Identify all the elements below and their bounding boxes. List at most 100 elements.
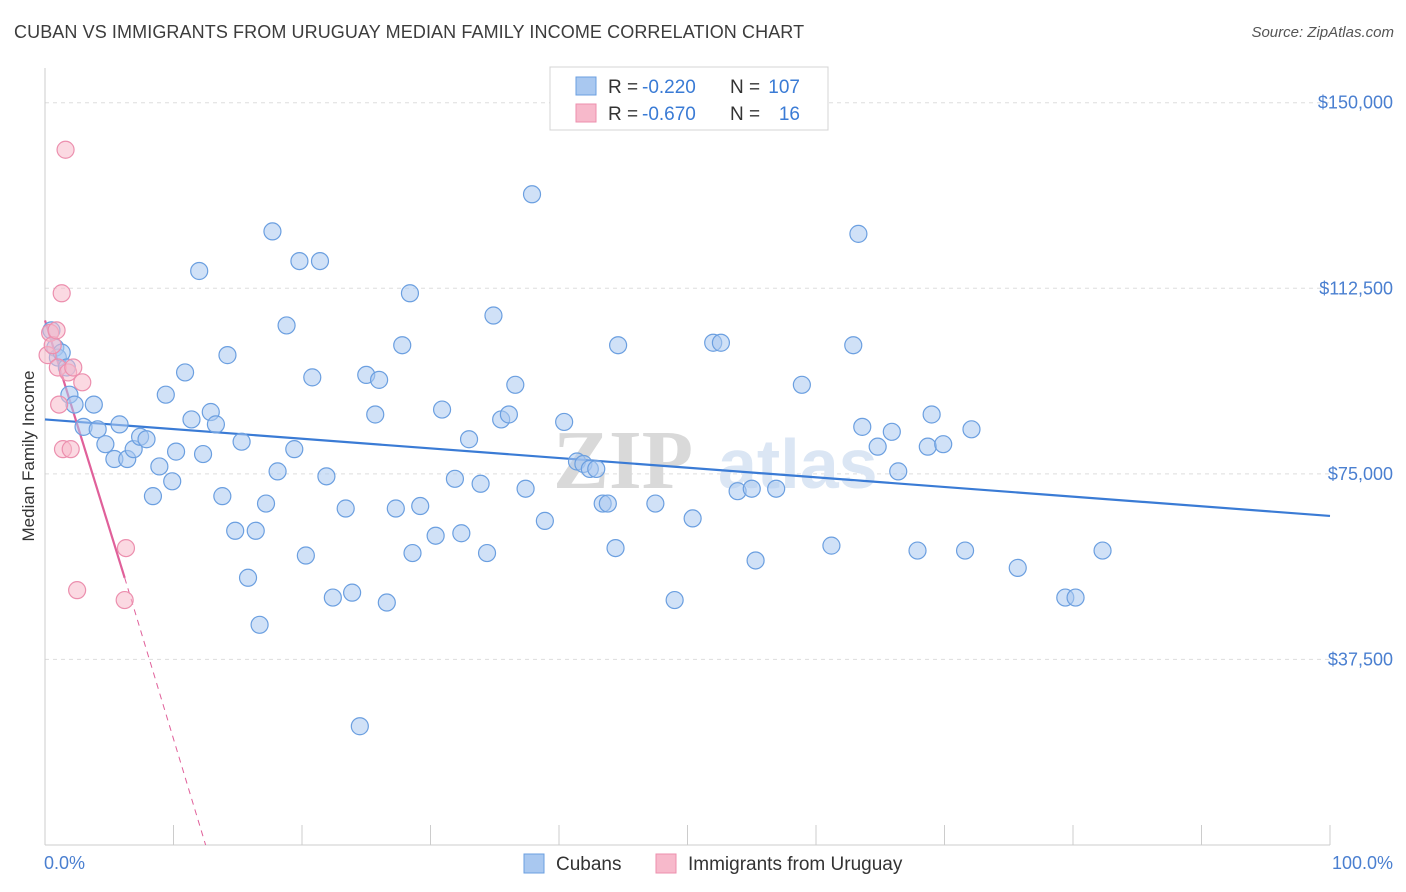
cubans-point xyxy=(303,368,322,387)
cubans-point xyxy=(310,251,330,271)
cubans-point xyxy=(606,538,625,558)
cubans-point xyxy=(206,415,226,434)
cubans-point xyxy=(506,375,525,394)
uruguay-point xyxy=(47,321,66,340)
cubans-point xyxy=(1093,541,1112,560)
stats-legend: R = -0.220 N = 107 R = -0.670 N = 16 xyxy=(549,66,829,131)
cubans-point xyxy=(889,462,908,481)
cubans-point xyxy=(370,370,389,389)
x-tick-label: 100.0% xyxy=(1332,853,1393,873)
cubans-point xyxy=(934,435,953,454)
series-legend-swatch-uruguay[interactable] xyxy=(655,853,677,874)
cubans-point xyxy=(96,435,115,454)
cubans-point xyxy=(323,588,342,607)
uruguay-point xyxy=(52,284,71,303)
legend-n-value-1: 107 xyxy=(768,77,800,98)
cubans-point xyxy=(175,363,195,382)
cubans-point xyxy=(386,499,405,518)
legend-r-value-2: -0.670 xyxy=(642,104,696,125)
cubans-point xyxy=(88,420,107,439)
cubans-point xyxy=(403,543,422,563)
source-note: Source: ZipAtlas.com xyxy=(1251,24,1394,41)
cubans-point xyxy=(213,487,232,506)
cubans-point xyxy=(296,546,315,565)
cubans-point xyxy=(193,444,213,464)
cubans-point xyxy=(962,420,981,439)
cubans-point xyxy=(711,333,731,352)
cubans-point xyxy=(317,467,336,486)
uruguay-point xyxy=(61,440,80,459)
cubans-point xyxy=(377,593,396,612)
cubans-point xyxy=(250,615,269,634)
y-tick-label: $37,500 xyxy=(1328,649,1393,669)
cubans-point xyxy=(849,224,868,243)
cubans-point xyxy=(190,261,209,281)
cubans-point xyxy=(110,415,129,434)
cubans-point xyxy=(290,251,309,271)
legend-r-label-1: R = xyxy=(608,77,638,98)
cubans-point xyxy=(226,521,245,540)
cubans-point xyxy=(535,511,554,530)
cubans-point xyxy=(742,479,761,498)
cubans-point xyxy=(767,479,786,498)
cubans-point xyxy=(609,336,628,355)
cubans-point xyxy=(263,222,282,241)
uruguay-point xyxy=(64,358,83,377)
cubans-point xyxy=(256,494,276,513)
cubans-point xyxy=(587,459,606,479)
cubans-point xyxy=(163,472,182,491)
x-tick-label: 0.0% xyxy=(44,853,85,873)
cubans-point xyxy=(400,284,420,303)
legend-r-label-2: R = xyxy=(608,104,638,125)
legend-r-value-1: -0.220 xyxy=(642,77,696,98)
uruguay-point xyxy=(115,590,134,610)
legend-n-value-2: 16 xyxy=(779,104,800,125)
cubans-point xyxy=(1008,558,1027,577)
series-legend-label-cubans[interactable]: Cubans xyxy=(556,854,622,875)
legend-n-label-2: N = xyxy=(730,104,760,125)
cubans-point xyxy=(156,385,175,404)
series-legend-label-uruguay[interactable]: Immigrants from Uruguay xyxy=(688,854,903,875)
cubans-point xyxy=(484,306,503,325)
y-axis-title: Median Family Income xyxy=(19,370,38,541)
series-legend-swatch-cubans[interactable] xyxy=(523,853,545,874)
series-legend: Cubans Immigrants from Uruguay xyxy=(523,853,903,875)
cubans-point xyxy=(955,541,975,560)
cubans-point xyxy=(844,336,863,355)
cubans-point xyxy=(598,494,617,513)
cubans-point xyxy=(366,405,385,424)
cubans-point xyxy=(432,400,452,419)
legend-n-label-1: N = xyxy=(730,77,760,98)
cubans-point xyxy=(246,521,265,540)
cubans-point xyxy=(499,405,518,424)
y-tick-label: $150,000 xyxy=(1318,93,1393,113)
cubans-point xyxy=(150,457,169,476)
cubans-point xyxy=(65,395,84,414)
cubans-point xyxy=(411,496,430,516)
cubans-point xyxy=(918,437,937,456)
uruguay-point xyxy=(43,336,62,355)
uruguay-point xyxy=(50,395,69,414)
cubans-point xyxy=(471,474,490,493)
cubans-point xyxy=(459,430,479,449)
uruguay-point xyxy=(116,538,136,558)
tick-labels: $37,500 $75,000 $112,500 $150,000 0.0% 100.0% xyxy=(44,93,1393,873)
cubans-trend-line xyxy=(44,418,1331,518)
cubans-point xyxy=(285,440,304,459)
y-tick-label: $112,500 xyxy=(1319,278,1393,298)
legend-swatch-uruguay xyxy=(575,103,597,123)
chart-title: CUBAN VS IMMIGRANTS FROM URUGUAY MEDIAN … xyxy=(14,22,805,42)
cubans-point xyxy=(218,346,237,365)
cubans-point xyxy=(452,524,471,543)
cubans-point xyxy=(683,509,702,528)
cubans-point xyxy=(350,717,369,736)
cubans-point xyxy=(238,568,258,587)
cubans-point xyxy=(445,469,465,488)
cubans-point xyxy=(555,412,574,432)
cubans-point xyxy=(908,541,927,560)
cubans-point xyxy=(1066,588,1085,607)
trend-lines xyxy=(43,320,1331,846)
grid xyxy=(45,102,1330,660)
cubans-point xyxy=(143,487,163,506)
